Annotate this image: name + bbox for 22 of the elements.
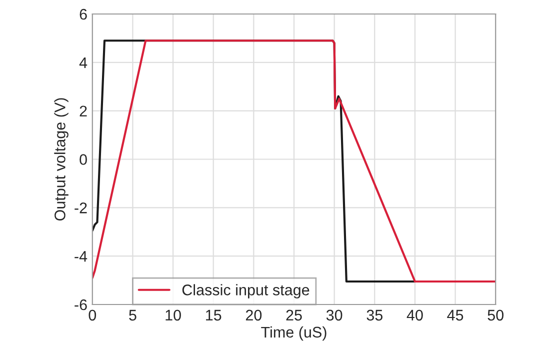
x-tick-label: 35 (366, 310, 382, 321)
y-tick-label: -4 (74, 251, 88, 262)
line-series (92, 40, 496, 283)
x-tick-label: 20 (246, 310, 262, 321)
y-tick-label: 2 (80, 106, 87, 116)
legend-label: Classic input stage (182, 284, 310, 298)
x-tick-label: 10 (166, 310, 181, 321)
x-axis-title: Time (uS) (261, 326, 326, 341)
y-tick-label: 0 (80, 154, 87, 165)
y-tick-label: -6 (74, 299, 87, 310)
y-tick-label: 4 (79, 57, 88, 68)
x-tick-label: 50 (488, 310, 504, 321)
x-tick-label: 45 (447, 310, 464, 321)
x-tick-label: 30 (326, 310, 342, 321)
x-tick-label: 15 (206, 310, 222, 321)
x-tick-label: 0 (88, 310, 96, 321)
y-tick-label: 6 (80, 8, 87, 20)
x-tick-label: 25 (286, 310, 302, 321)
y-axis-title: Output voltage (V) (54, 98, 68, 221)
x-tick-label: 40 (406, 310, 423, 321)
x-tick-label: 5 (129, 310, 136, 321)
y-tick-label: -2 (74, 202, 87, 214)
